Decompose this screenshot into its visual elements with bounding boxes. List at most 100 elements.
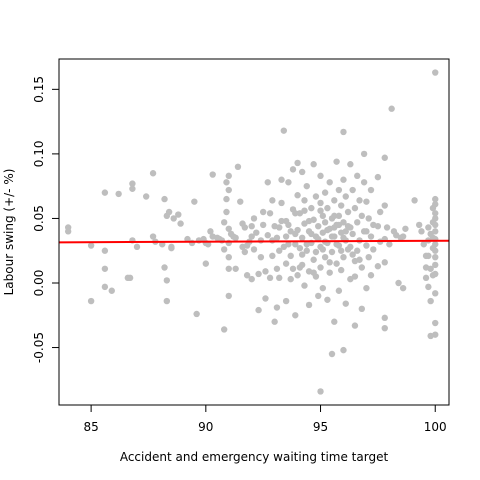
data-point [232,265,239,272]
data-point [273,265,281,272]
data-point [170,215,177,222]
data-point [351,322,359,329]
data-point [432,247,439,254]
data-point [115,190,122,198]
data-point [367,272,375,279]
data-point [250,246,258,253]
y-axis-label: Labour swing (+/- %) [2,169,16,296]
data-point [319,246,327,253]
data-point [399,233,407,240]
data-point [349,186,356,194]
data-point [354,247,361,254]
data-point [264,179,271,186]
x-axis-label: Accident and emergency waiting time targ… [120,450,389,464]
data-point [342,193,349,200]
data-point [64,228,72,235]
data-point [333,260,340,267]
data-point [432,319,439,327]
data-point [191,198,198,205]
data-point [351,204,359,212]
data-point [363,228,370,235]
data-point [363,242,370,249]
data-point [188,239,196,247]
data-point [282,233,290,240]
data-point [285,241,292,248]
data-point [425,283,432,291]
data-point [271,318,278,325]
data-point [292,241,299,248]
data-point [175,211,182,218]
data-point [331,197,338,204]
data-point [225,253,232,261]
data-point [133,243,141,251]
data-point [149,233,157,240]
x-tick-label: 95 [313,420,328,434]
data-point [310,256,317,263]
data-point [432,201,439,208]
data-point [220,246,228,253]
data-point [321,219,329,226]
data-point [269,252,276,260]
data-point [225,186,232,194]
data-point [278,199,285,207]
data-point [280,127,288,134]
data-point [432,195,439,203]
data-point [165,208,173,216]
data-point [324,226,331,234]
data-point [374,222,382,230]
data-point [142,193,150,200]
data-point [223,195,230,203]
data-point [292,210,299,217]
data-point [317,264,324,271]
data-point [326,259,333,266]
data-point [358,212,366,220]
data-point [225,292,232,300]
data-point [317,172,324,180]
data-point [241,248,249,256]
data-point [276,247,283,254]
data-point [250,215,258,222]
trend-line [58,239,450,244]
data-point [432,241,439,248]
points-layer [64,69,439,395]
y-tick-label: 0.00 [32,270,46,297]
data-point [296,244,304,252]
data-point [269,197,276,204]
data-point [269,237,276,244]
data-point [294,159,301,167]
data-point [223,179,230,186]
data-point [395,279,402,287]
data-point [328,248,336,256]
data-point [324,204,331,212]
data-point [298,234,306,242]
data-point [358,264,366,271]
data-point [360,179,368,186]
x-tick-label: 90 [198,420,213,434]
data-point [298,168,306,176]
data-point [101,265,109,272]
data-point [305,217,313,225]
data-point [257,253,265,261]
data-point [335,212,343,220]
data-point [225,172,232,180]
data-point [422,274,430,282]
data-point [177,220,184,227]
data-point [324,296,331,303]
data-point [354,219,361,226]
data-point [349,230,356,238]
data-point [367,186,375,194]
data-point [282,297,290,305]
data-point [248,233,255,240]
data-point [347,243,354,251]
data-point [285,179,292,186]
data-point [337,266,345,274]
data-point [365,253,372,261]
data-point [335,221,343,229]
data-point [149,170,157,177]
data-point [126,274,134,282]
data-point [415,221,423,229]
y-tick-label: 0.15 [32,76,46,103]
data-point [202,260,210,267]
data-point [349,251,356,258]
data-point [129,185,136,192]
